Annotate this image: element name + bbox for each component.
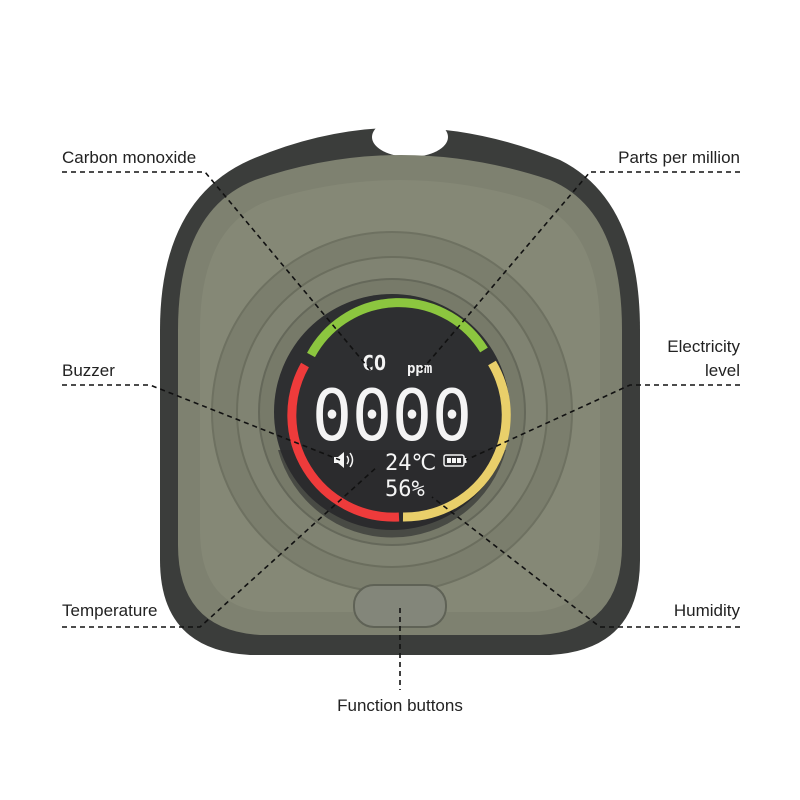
lcd-unit: ppm [407,361,432,377]
label-temperature: Temperature [62,601,157,620]
label-buzzer: Buzzer [62,361,115,380]
label-function-buttons: Function buttons [337,696,463,715]
lcd-gas: CO [362,351,386,375]
label-parts-per-million: Parts per million [618,148,740,167]
label-electricity-level-1: Electricity [667,337,740,356]
lcd-temperature: 24℃ [385,451,436,476]
lcd-humidity: 56% [385,477,425,502]
lcd-reading: 0000 [312,375,472,457]
label-carbon-monoxide: Carbon monoxide [62,148,196,167]
arc-green [307,298,488,358]
arc-red [287,362,400,522]
battery-icon [443,454,467,467]
hang-hole [372,117,448,157]
arc-yellow [402,360,511,522]
label-humidity: Humidity [674,601,741,620]
label-electricity-level-2: level [705,361,740,380]
